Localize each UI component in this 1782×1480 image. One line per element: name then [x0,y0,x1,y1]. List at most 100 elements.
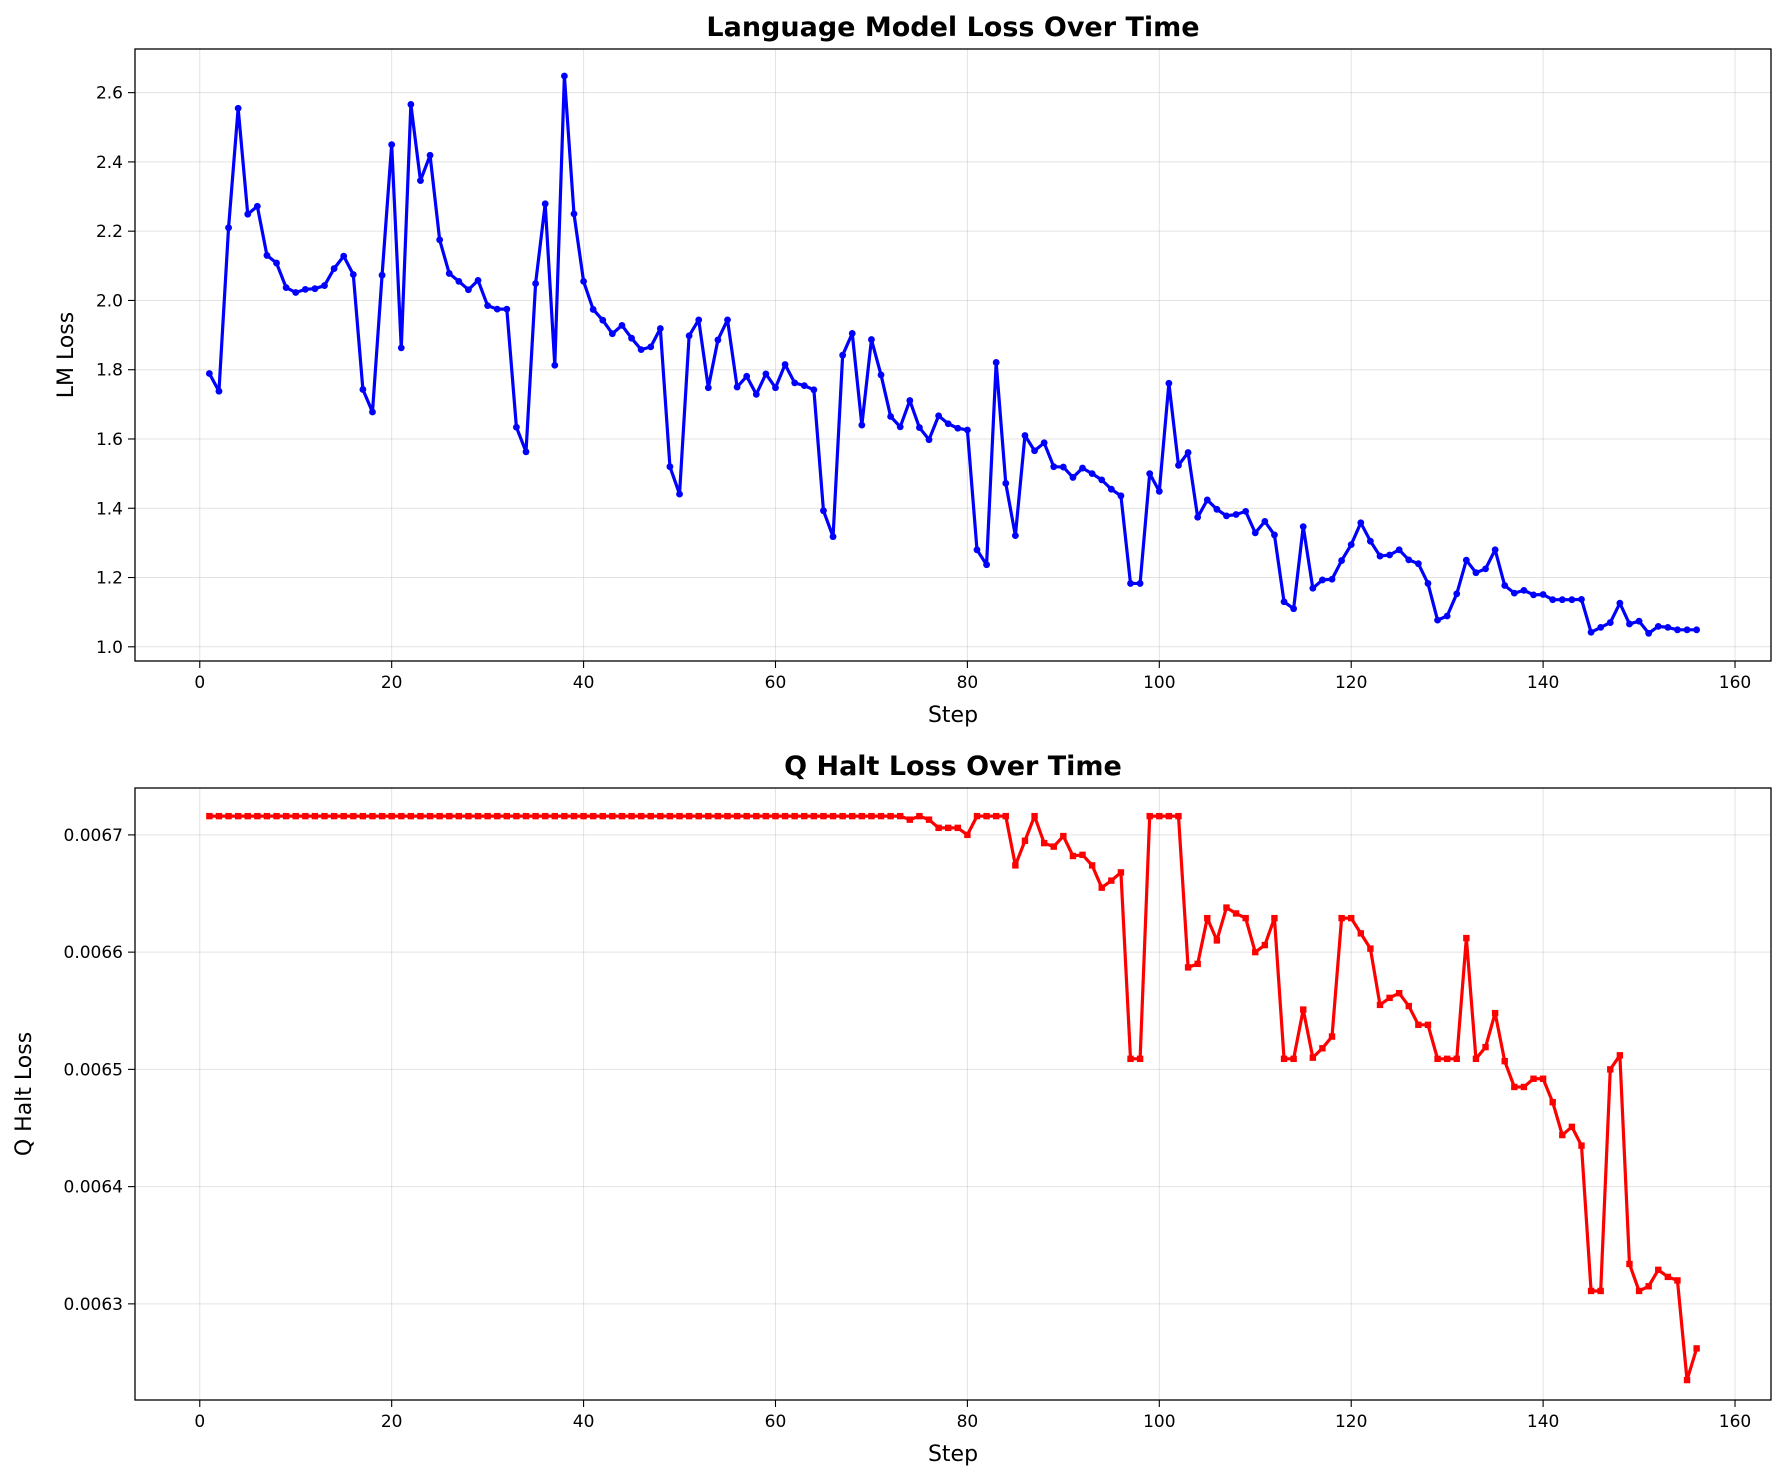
lm-loss-data-point [1578,595,1585,603]
q-halt-loss-data-point [1213,937,1221,944]
lm-loss-data-point [570,210,578,218]
lm-loss-data-point [263,252,271,259]
q-halt-loss-data-point [954,824,961,832]
q-halt-loss-data-point [1395,989,1403,997]
lm-loss-data-point [292,289,300,296]
q-halt-loss-data-point [1434,1055,1441,1063]
q-halt-loss-data-point [532,812,539,820]
lm-loss-data-point [205,370,213,377]
q-halt-loss-data-point [1683,1376,1691,1384]
q-halt-loss-data-point [330,812,338,820]
lm-loss-y-tick-label: 2.0 [96,291,123,311]
lm-loss-data-point [820,507,827,515]
q-halt-loss-data-point [1357,930,1365,937]
q-halt-loss-data-point [618,812,626,820]
lm-loss-x-tick-label: 100 [1143,673,1175,693]
lm-loss-data-point [1654,622,1662,630]
q-halt-loss-data-point [1098,884,1105,891]
q-halt-loss-data-point [455,812,463,820]
lm-loss-data-point [714,336,722,344]
lm-loss-data-point [608,330,616,338]
q-halt-loss-data-point [1530,1075,1537,1082]
q-halt-loss-data-point [292,812,299,820]
q-halt-loss-data-point [580,812,587,820]
q-halt-loss-data-point [906,816,914,823]
lm-loss-data-point [407,101,415,108]
lm-loss-data-point [791,379,799,387]
q-halt-loss-data-point [1338,914,1345,922]
lm-loss-grid [135,49,1771,661]
lm-loss-data-point [733,383,741,391]
lm-loss-y-tick-label: 1.0 [96,638,123,658]
q-halt-loss-data-point [1012,862,1019,869]
q-halt-loss-data-point [637,812,645,820]
lm-loss-data-point [1175,461,1182,469]
q-halt-loss-x-tick-label: 120 [1335,1412,1367,1432]
lm-loss-data-point [397,344,405,352]
q-halt-loss-data-point [1280,1055,1288,1063]
lm-loss-data-point [772,384,779,392]
q-halt-loss-series [206,812,1700,1384]
lm-loss-data-point [1549,596,1557,604]
q-halt-loss-data-point [1328,1033,1336,1040]
lm-loss-data-point [848,329,856,337]
q-halt-loss-data-point [1559,1131,1566,1139]
lm-loss-data-point [1674,626,1681,634]
lm-loss-data-point [1059,463,1067,471]
lm-loss-data-point [1242,507,1250,515]
lm-loss-data-point [925,436,933,444]
lm-loss-data-point [1376,552,1384,560]
q-halt-loss-data-point [599,812,606,820]
lm-loss-x-tick-label: 80 [957,673,979,693]
lm-loss-x-tick-label: 20 [381,673,403,693]
q-halt-loss-data-point [897,812,904,820]
q-halt-loss-data-point [1300,1006,1307,1013]
lm-loss-data-point [1347,541,1355,549]
q-halt-loss-data-point [570,812,578,820]
q-halt-loss-data-point [983,812,990,820]
lm-loss-data-point [503,305,511,313]
lm-loss-data-point [1002,479,1010,487]
lm-loss-data-point [762,370,770,378]
q-halt-loss-data-point [1088,862,1096,869]
lm-loss-data-point [234,104,242,112]
q-halt-loss-data-point [321,812,328,820]
q-halt-loss-data-point [1443,1055,1451,1063]
lm-loss-data-point [417,177,424,185]
lm-loss-data-point [1606,619,1614,626]
lm-loss-y-tick-label: 1.8 [96,361,123,381]
lm-loss-data-point [1664,624,1672,631]
q-halt-loss-data-point [1261,941,1269,949]
lm-loss-data-point [906,397,914,404]
q-halt-loss-data-point [772,812,779,820]
lm-loss-data-point [1146,470,1154,478]
q-halt-loss-data-point [1271,914,1278,922]
lm-loss-data-point [1031,447,1038,455]
lm-loss-data-point [465,286,472,294]
lm-loss-data-point [954,424,962,432]
lm-loss-data-point [532,280,540,287]
q-halt-loss-data-point [1376,1001,1384,1009]
q-halt-loss-data-point [1002,812,1009,820]
q-halt-loss-data-point [1367,945,1374,952]
q-halt-loss-data-point [234,812,242,820]
lm-loss-data-point [580,278,587,285]
q-halt-loss-data-point [522,812,530,820]
lm-loss-y-tick-label: 2.6 [96,84,123,104]
lm-loss-data-point [253,202,261,210]
lm-loss-y-tick-label: 2.2 [96,222,123,242]
q-halt-loss-data-point [254,812,261,820]
q-halt-loss-data-point [791,812,798,820]
lm-loss-data-point [1558,596,1566,604]
lm-loss-data-point [628,334,635,342]
lm-loss-data-point [743,372,751,380]
lm-loss-data-point [551,361,559,369]
lm-loss-data-point [916,424,923,431]
q-halt-loss-data-point [369,812,376,820]
lm-loss-data-point [1021,432,1029,439]
lm-loss-data-point [1088,470,1096,478]
lm-loss-data-point [1491,546,1499,554]
q-halt-loss-data-point [302,812,309,820]
lm-loss-data-point [944,420,952,428]
q-halt-loss-data-point [1453,1055,1460,1063]
